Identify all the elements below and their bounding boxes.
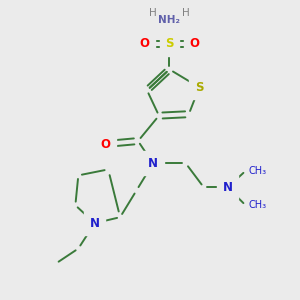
- Text: H: H: [182, 8, 190, 18]
- Text: H: H: [149, 8, 157, 18]
- Text: S: S: [165, 38, 174, 50]
- Text: NH₂: NH₂: [158, 15, 180, 25]
- Text: CH₃: CH₃: [248, 200, 267, 210]
- Text: O: O: [139, 38, 149, 50]
- Text: N: N: [148, 157, 158, 170]
- Text: CH₃: CH₃: [248, 166, 267, 176]
- Text: O: O: [190, 38, 200, 50]
- Text: S: S: [195, 81, 203, 94]
- Text: N: N: [223, 181, 232, 194]
- Text: N: N: [90, 217, 100, 230]
- Text: O: O: [100, 137, 110, 151]
